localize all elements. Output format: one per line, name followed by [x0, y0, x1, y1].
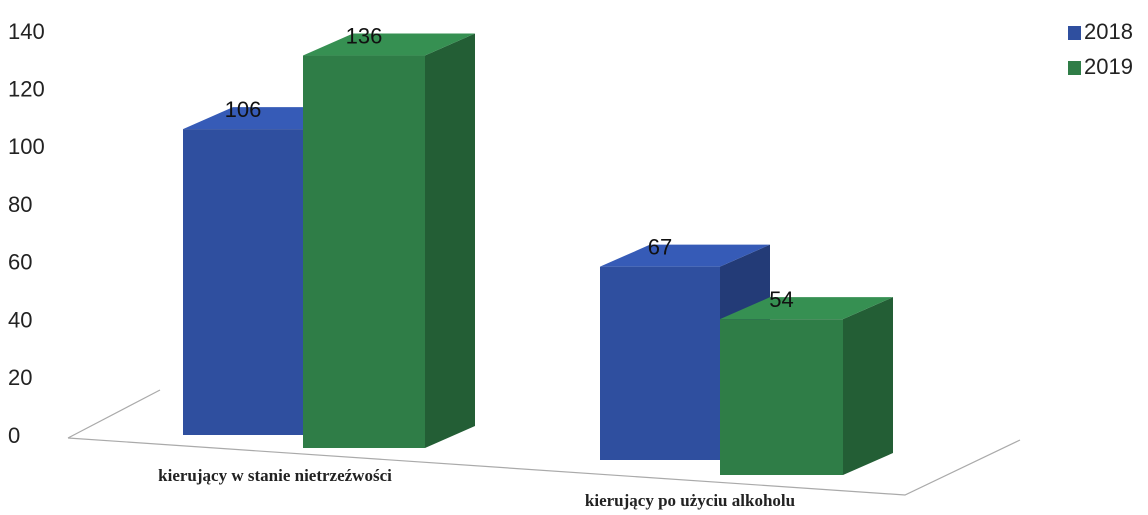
value-label: 67	[648, 234, 672, 259]
legend-swatch	[1068, 61, 1081, 75]
floor	[67, 389, 1021, 496]
bar-top	[600, 244, 770, 267]
bar-side	[425, 33, 475, 449]
y-tick-label: 120	[8, 77, 45, 102]
x-tick-label: kierujący po użyciu alkoholu	[585, 491, 795, 510]
value-label: 54	[769, 287, 793, 312]
x-tick-label: kierujący w stanie nietrzeźwości	[158, 466, 392, 485]
bar-front	[303, 55, 425, 449]
bar-top	[303, 33, 475, 56]
legend-label: 2019	[1084, 54, 1133, 79]
y-tick-label: 20	[8, 365, 32, 390]
y-tick-label: 40	[8, 307, 32, 332]
floor-left-edge	[67, 389, 161, 439]
y-tick-label: 100	[8, 134, 45, 159]
y-tick-label: 0	[8, 423, 20, 448]
y-tick-label: 80	[8, 192, 32, 217]
floor-front-edge	[67, 437, 1021, 496]
legend-swatch	[1068, 26, 1081, 40]
bar-top	[720, 297, 893, 320]
bar-front	[720, 319, 843, 475]
value-label: 106	[225, 97, 262, 122]
bar	[720, 297, 893, 475]
y-tick-label: 140	[8, 19, 45, 44]
y-tick-label: 60	[8, 250, 32, 275]
value-label: 136	[346, 23, 383, 48]
legend-label: 2018	[1084, 19, 1133, 44]
bar-front	[183, 129, 303, 435]
bar-side	[843, 297, 893, 475]
bar	[303, 33, 475, 449]
bar-front	[600, 266, 720, 460]
